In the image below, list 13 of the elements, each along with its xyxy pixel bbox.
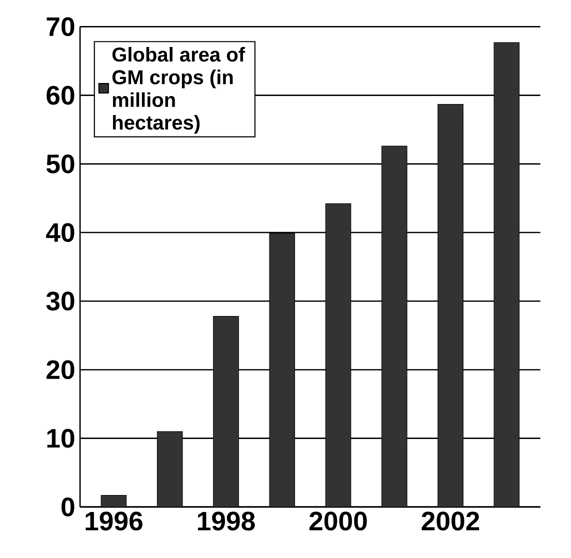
y-tick-label: 10 bbox=[47, 429, 74, 448]
y-tick-label: 70 bbox=[46, 17, 74, 36]
y-tick-label: 50 bbox=[46, 154, 74, 174]
x-tick-label: 1998 bbox=[198, 512, 255, 531]
legend-label: Global area of GM crops (in million hectares) bbox=[112, 47, 246, 134]
y-tick-label: 60 bbox=[46, 86, 74, 105]
y-tick-label: 30 bbox=[46, 292, 74, 311]
x-tick-label: 2002 bbox=[422, 512, 480, 531]
y-tick-label: 0 bbox=[62, 498, 74, 517]
x-tick-label: 2000 bbox=[309, 512, 367, 531]
y-tick-label: 40 bbox=[46, 223, 74, 242]
x-tick-label: 1996 bbox=[86, 512, 142, 531]
y-tick-label: 20 bbox=[46, 360, 74, 380]
